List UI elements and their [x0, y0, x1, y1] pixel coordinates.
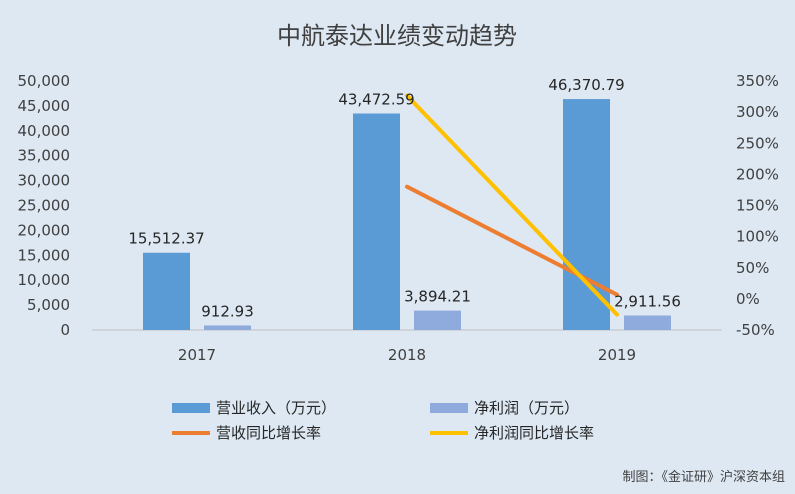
- legend-label: 营业收入（万元）: [216, 399, 336, 417]
- legend-swatch: [172, 403, 210, 413]
- left-tick-label: 20,000: [18, 221, 71, 239]
- bar-net-profit: [414, 310, 461, 330]
- x-tick-label: 2018: [388, 346, 426, 364]
- left-tick-label: 5,000: [27, 296, 70, 314]
- x-axis: 2017 2018 2019: [178, 346, 636, 364]
- bar-revenue: [563, 99, 610, 331]
- data-label: 15,512.37: [128, 230, 204, 248]
- left-tick-label: 30,000: [18, 172, 71, 190]
- left-tick-label: 50,000: [18, 72, 71, 90]
- right-tick-label: 0%: [736, 290, 760, 308]
- left-tick-label: 40,000: [18, 122, 71, 140]
- bar-revenue: [143, 252, 190, 330]
- data-labels: 15,512.37 43,472.59 46,370.79 912.93 3,894.2…: [128, 76, 681, 320]
- line-series: [405, 93, 619, 317]
- right-tick-label: 300%: [736, 103, 779, 121]
- right-tick-label: -50%: [736, 321, 775, 339]
- profit-growth-line: [405, 93, 619, 317]
- bar-net-profit: [624, 315, 671, 330]
- left-axis: 0 5,000 10,000 15,000 20,000 25,000 30,000 35,0…: [18, 72, 71, 339]
- left-tick-label: 35,000: [18, 147, 71, 165]
- legend-label: 净利润（万元）: [474, 399, 579, 417]
- bar-net-profit: [204, 325, 251, 330]
- chart-title: 中航泰达业绩变动趋势: [277, 22, 517, 50]
- bar-series: [143, 99, 671, 331]
- x-tick-label: 2017: [178, 346, 216, 364]
- data-label: 46,370.79: [548, 76, 624, 94]
- data-label: 3,894.21: [404, 288, 471, 306]
- right-tick-label: 200%: [736, 165, 779, 183]
- legend-label: 营收同比增长率: [216, 424, 321, 442]
- chart-credit: 制图：《金证研》沪深资本组: [622, 469, 785, 485]
- left-tick-label: 10,000: [18, 271, 71, 289]
- right-tick-label: 350%: [736, 72, 779, 90]
- legend-swatch: [430, 403, 468, 413]
- right-tick-label: 250%: [736, 134, 779, 152]
- left-tick-label: 0: [60, 321, 70, 339]
- right-axis: -50% 0% 50% 100% 150% 200% 250% 300% 350%: [736, 72, 779, 339]
- data-label: 912.93: [201, 302, 254, 320]
- legend: 营业收入（万元） 净利润（万元） 营收同比增长率 净利润同比增长率: [172, 399, 594, 442]
- left-tick-label: 15,000: [18, 246, 71, 264]
- data-label: 2,911.56: [614, 293, 681, 311]
- x-tick-label: 2019: [598, 346, 636, 364]
- left-tick-label: 45,000: [18, 97, 71, 115]
- right-tick-label: 50%: [736, 259, 769, 277]
- right-tick-label: 100%: [736, 228, 779, 246]
- bar-revenue: [353, 113, 400, 330]
- legend-label: 净利润同比增长率: [474, 424, 594, 442]
- data-label: 43,472.59: [338, 91, 414, 109]
- right-tick-label: 150%: [736, 197, 779, 215]
- left-tick-label: 25,000: [18, 197, 71, 215]
